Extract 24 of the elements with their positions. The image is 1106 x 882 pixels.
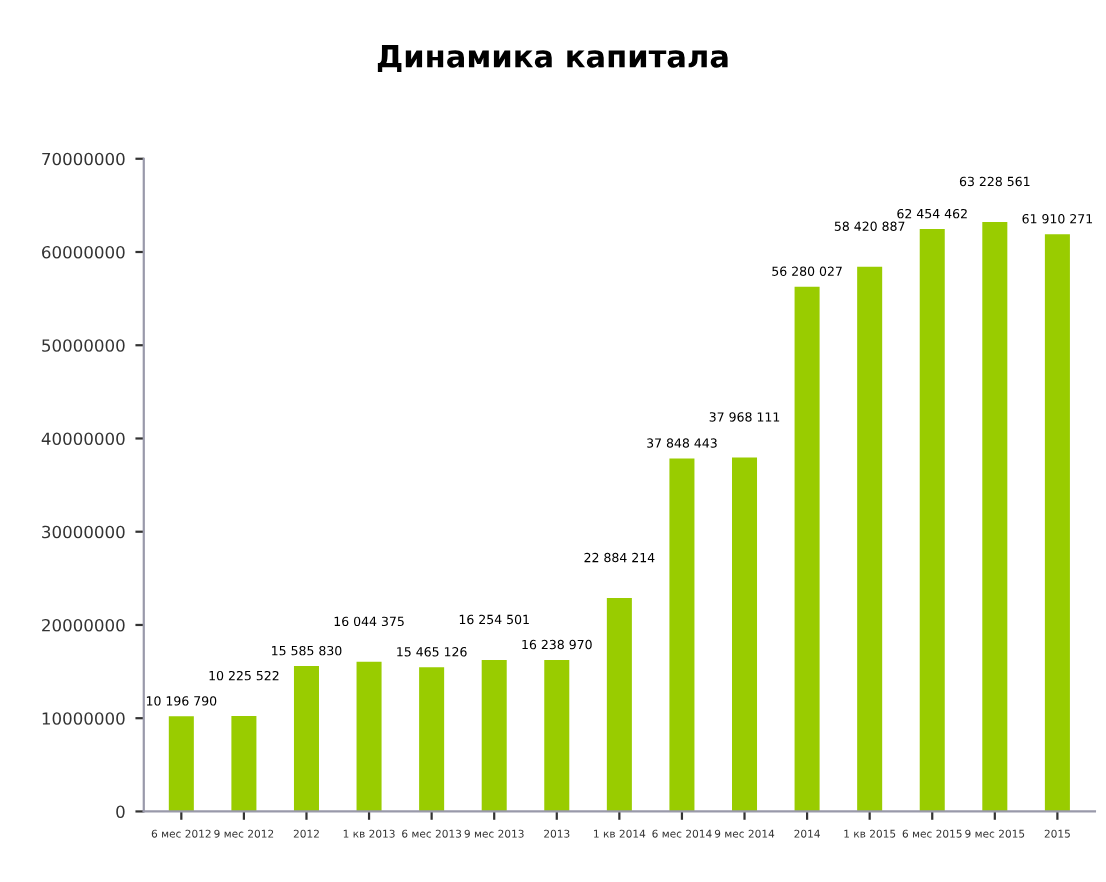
bar — [606, 598, 632, 812]
bar — [481, 659, 507, 812]
bar — [919, 229, 945, 812]
bar — [1044, 234, 1070, 812]
y-tick-label: 10000000 — [42, 712, 125, 725]
bar — [419, 667, 445, 812]
y-tick-label: 20000000 — [42, 618, 125, 632]
y-tick-label: 30000000 — [42, 525, 125, 539]
bar — [544, 660, 570, 812]
y-tick-label: 70000000 — [42, 152, 125, 166]
y-tick-label: 0 — [116, 805, 125, 819]
bar — [982, 221, 1008, 812]
bar — [669, 458, 695, 812]
bar — [231, 716, 257, 812]
bar — [857, 266, 883, 812]
y-tick-label: 40000000 — [41, 432, 125, 446]
bar — [732, 457, 758, 812]
bar — [168, 716, 194, 812]
y-tick-label: 50000000 — [42, 339, 125, 352]
bar — [293, 666, 319, 812]
chart-title: Динамика капитала — [377, 45, 728, 73]
y-tick-label: 60000000 — [42, 245, 125, 259]
bar — [794, 286, 820, 812]
bar — [356, 661, 382, 812]
